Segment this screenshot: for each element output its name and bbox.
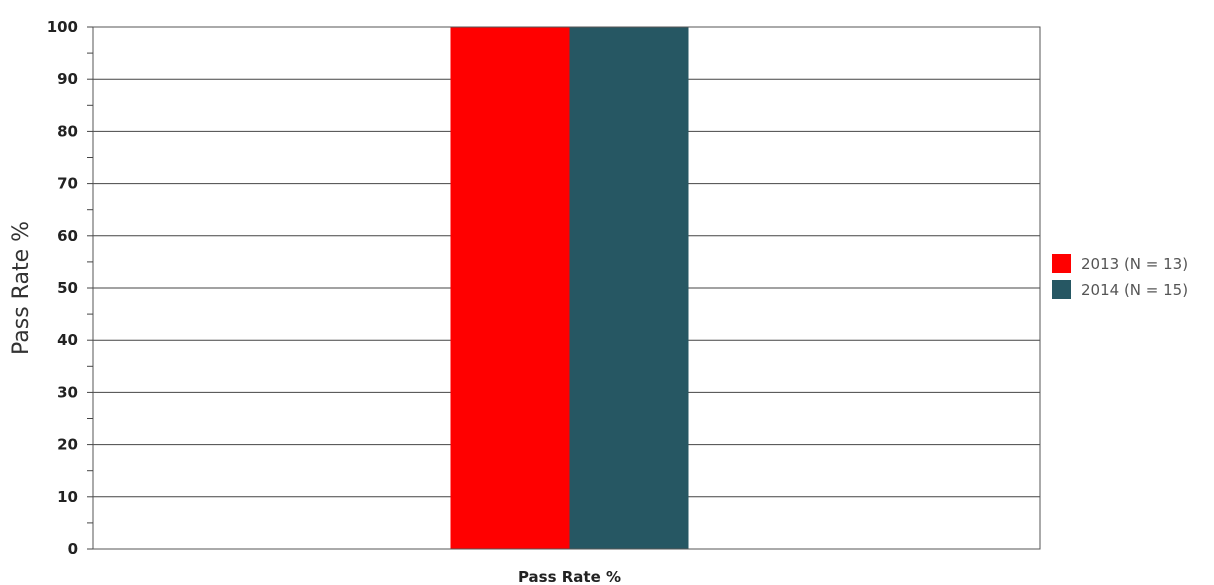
y-axis-label: Pass Rate % <box>9 221 34 355</box>
y-tick-label: 10 <box>57 488 78 506</box>
y-tick-label: 60 <box>57 227 78 245</box>
y-tick-label: 30 <box>57 383 78 401</box>
bar <box>569 27 689 549</box>
x-tick-label: Pass Rate % <box>518 568 621 585</box>
legend-label: 2013 (N = 13) <box>1081 255 1188 273</box>
y-tick-label: 50 <box>57 279 78 297</box>
y-tick-label: 90 <box>57 70 78 88</box>
x-axis-ticks: Pass Rate % <box>518 568 621 585</box>
y-tick-label: 70 <box>57 175 78 193</box>
y-tick-label: 0 <box>68 540 78 558</box>
y-tick-label: 100 <box>47 18 78 36</box>
bars <box>450 27 689 549</box>
y-tick-label: 40 <box>57 331 78 349</box>
legend-label: 2014 (N = 15) <box>1081 281 1188 299</box>
legend-swatch <box>1052 280 1071 299</box>
legend: 2013 (N = 13) 2014 (N = 15) <box>1052 254 1188 299</box>
legend-swatch <box>1052 254 1071 273</box>
y-axis-ticks: 0 10 20 30 40 50 60 70 80 90 100 <box>47 18 93 558</box>
y-tick-label: 80 <box>57 122 78 140</box>
bar <box>450 27 570 549</box>
y-tick-label: 20 <box>57 436 78 454</box>
